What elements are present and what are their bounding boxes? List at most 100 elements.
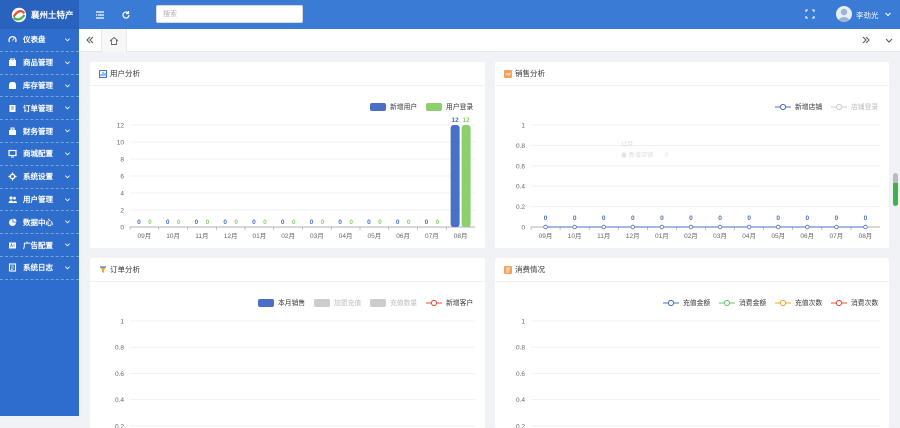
data-label: 0 (747, 215, 751, 222)
tabs-scroll-right-icon[interactable] (861, 35, 871, 45)
username[interactable]: 李劲光 (856, 11, 879, 20)
sidebar-item-2[interactable]: 库存管理 (0, 75, 79, 98)
data-label: 0 (349, 219, 353, 226)
sidebar-item-6[interactable]: 系统设置 (0, 166, 79, 189)
chevron-down-icon (65, 61, 70, 65)
logo[interactable]: 襄州土特产 (0, 0, 79, 29)
fullscreen-icon[interactable] (805, 9, 815, 19)
legend-label: 本月销售 (278, 298, 305, 307)
y-tick-label: 1 (521, 123, 525, 130)
sidebar-item-4[interactable]: 财务管理 (0, 120, 79, 143)
chevron-down-icon (65, 220, 70, 224)
data-point (834, 224, 839, 230)
data-label: 0 (137, 219, 141, 226)
sidebar-item-10[interactable]: 系统日志 (0, 257, 79, 280)
x-tick-label: 12月 (626, 232, 640, 240)
data-point (543, 224, 548, 230)
y-tick-label: 12 (117, 123, 125, 130)
y-tick-label: 0 (120, 225, 124, 232)
x-tick-label: 11月 (597, 232, 610, 240)
tabs-bar (79, 29, 900, 52)
data-label: 0 (321, 219, 325, 226)
legend-swatch (426, 103, 442, 111)
consumption-title: 消费情况 (515, 265, 545, 274)
sidebar-item-label: 库存管理 (23, 80, 53, 90)
data-point (688, 224, 694, 230)
legend-swatch-marker (667, 299, 675, 307)
menu-collapse-icon[interactable] (95, 10, 105, 20)
refresh-icon[interactable] (121, 10, 131, 20)
x-tick-label: 04月 (742, 232, 756, 240)
x-tick-label: 05月 (368, 232, 382, 240)
x-tick-label: 12月 (224, 232, 238, 240)
sidebar-item-8[interactable]: 数据中心 (0, 211, 79, 235)
data-label: 0 (292, 219, 296, 226)
data-label: 0 (436, 219, 440, 226)
y-tick-label: 6 (120, 174, 124, 181)
user-analysis-card: 用户分析 用户登录 新增用户 0 2 4 6 8 10 12 09月 10月 11月 12月 01月 02月… (90, 62, 485, 248)
data-point (717, 224, 723, 230)
goods-icon (9, 58, 16, 67)
x-tick-label: 09月 (138, 232, 152, 240)
x-tick-label: 03月 (713, 232, 727, 240)
data-point (572, 224, 577, 230)
tabs-menu-chevron-icon[interactable] (884, 35, 894, 45)
ad-icon (9, 242, 16, 249)
sidebar-item-5[interactable]: 商城配置 (0, 143, 79, 166)
data-label: 0 (252, 219, 256, 226)
sidebar-item-label: 系统日志 (23, 263, 53, 273)
pie-chart-icon (9, 218, 17, 226)
tabs-scroll-left-icon[interactable] (85, 35, 95, 45)
data-label: 0 (396, 219, 400, 226)
x-tick-label: 07月 (830, 232, 844, 240)
sidebar-item-0[interactable]: 仪表盘 (0, 29, 79, 52)
x-tick-label: 02月 (281, 232, 295, 240)
y-tick-label: 0.8 (516, 345, 525, 352)
y-tick-label: 0.6 (115, 371, 124, 378)
legend-label: 充值次数 (795, 298, 822, 307)
logo-icon (11, 7, 27, 22)
data-label: 0 (148, 219, 152, 226)
sidebar-item-label: 商品管理 (23, 58, 53, 68)
data-point (630, 224, 635, 230)
sidebar-item-label: 订单管理 (23, 103, 53, 113)
sidebar-item-label: 用户管理 (23, 194, 53, 204)
data-label: 0 (338, 219, 342, 226)
data-point (776, 224, 781, 230)
legend-label: 消费金额 (739, 298, 766, 307)
sidebar-item-7[interactable]: 用户管理 (0, 189, 79, 212)
consumption-icon (504, 265, 512, 274)
avatar[interactable] (836, 6, 852, 22)
data-point (659, 224, 665, 230)
consumption-card: 消费情况 消费次数充值次数消费金额充值金额0.20.40.60.81000000… (495, 258, 889, 428)
data-label: 0 (177, 219, 181, 226)
page-scrollbar[interactable] (893, 173, 898, 206)
legend-swatch-marker (779, 103, 787, 111)
bar (450, 125, 460, 227)
chevron-down-icon[interactable] (884, 10, 892, 18)
tab-home[interactable] (101, 29, 127, 52)
legend-label: 用户登录 (446, 102, 473, 111)
sidebar-menu: 仪表盘商品管理库存管理订单管理财务管理 商城配置 系统设置用户管理数据中心广告配置系… (0, 29, 79, 280)
data-label: 0 (602, 215, 606, 222)
user-analysis-title: 用户分析 (110, 69, 140, 78)
y-tick-label: 2 (120, 208, 124, 215)
sidebar-item-3[interactable]: 订单管理 (0, 97, 79, 121)
legend-swatch (258, 299, 274, 307)
y-tick-label: 0.8 (516, 143, 525, 150)
chevron-down-icon (65, 83, 70, 88)
sidebar-item-label: 广告配置 (23, 240, 53, 250)
inventory-icon (9, 81, 16, 89)
sales-analysis-icon (504, 69, 512, 78)
chevron-down-icon (65, 152, 70, 156)
sidebar-item-1[interactable]: 商品管理 (0, 52, 79, 75)
legend-swatch-marker (779, 299, 787, 307)
users-icon (8, 196, 17, 203)
search-input[interactable] (156, 5, 303, 23)
x-tick-label: 01月 (253, 232, 267, 240)
data-label: 0 (223, 219, 227, 226)
top-bar: 李劲光 (79, 0, 900, 29)
sidebar-item-9[interactable]: 广告配置 (0, 234, 79, 257)
data-label: 0 (718, 215, 722, 222)
